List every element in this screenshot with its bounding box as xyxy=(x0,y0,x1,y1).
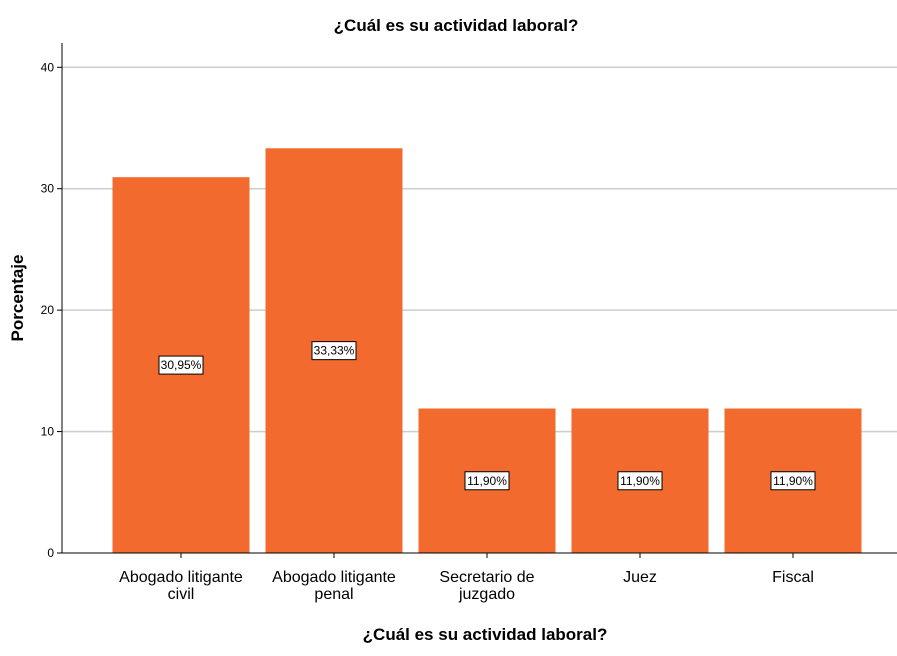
y-tick-label: 30 xyxy=(41,182,55,196)
x-category-label: Secretario de juzgado xyxy=(439,569,534,603)
chart-title: ¿Cuál es su actividad laboral? xyxy=(334,16,579,35)
data-label-box xyxy=(464,471,510,491)
y-axis-title: Porcentaje xyxy=(8,255,27,342)
x-category-label: Abogado litigante civil xyxy=(119,569,243,603)
x-axis-categories: Abogado litigante civil Abogado litigante p… xyxy=(119,569,814,603)
x-category-label: Abogado litigante penal xyxy=(272,569,396,603)
data-label-box xyxy=(617,471,663,491)
y-tick-label: 20 xyxy=(41,303,55,317)
y-tick-label: 40 xyxy=(41,60,55,74)
x-axis-title: ¿Cuál es su actividad laboral? xyxy=(363,625,608,644)
axes xyxy=(61,43,897,558)
data-label-box xyxy=(770,471,816,491)
data-label-box xyxy=(311,341,357,361)
y-tick-label: 10 xyxy=(41,425,55,439)
x-category-label: Fiscal xyxy=(772,569,814,586)
data-label: 11,90% xyxy=(773,474,813,488)
data-label: 33,33% xyxy=(314,344,355,358)
data-labels: 30,95% 33,33% 11,90% 11,90% 11,90% xyxy=(158,341,816,491)
data-label: 30,95% xyxy=(161,358,202,372)
x-category-label: Juez xyxy=(623,569,657,586)
y-axis-ticks: 0 10 20 30 40 xyxy=(41,60,62,560)
data-label: 11,90% xyxy=(467,474,507,488)
y-tick-label: 0 xyxy=(47,546,54,560)
data-label-box xyxy=(158,355,204,375)
bars xyxy=(112,148,862,553)
data-label: 11,90% xyxy=(620,474,660,488)
